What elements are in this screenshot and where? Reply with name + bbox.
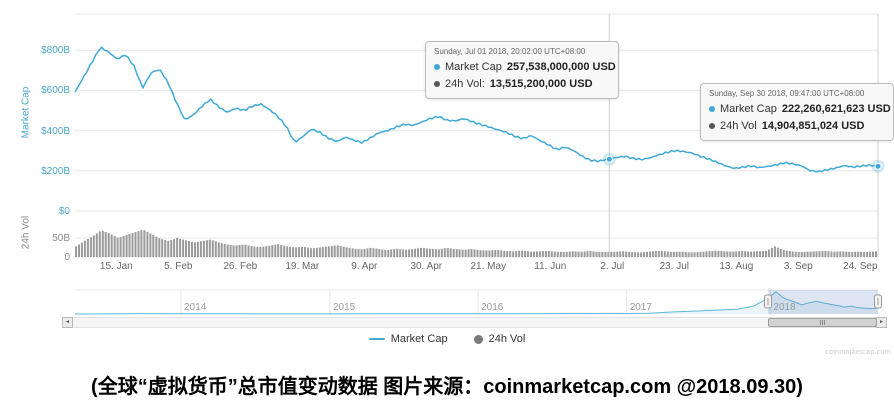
market-cap-tick-label: $200B	[41, 165, 70, 177]
tooltip-date: Sunday, Sep 30 2018, 09:47:00 UTC+08:00	[709, 89, 865, 98]
volume-tick-label: 50B	[52, 233, 70, 244]
chart-plot-area[interactable]	[0, 0, 894, 330]
x-axis-tick-label: 2. Jul	[600, 261, 625, 272]
tooltip-series-value: 222,260,621,623 USD	[781, 103, 891, 115]
market-cap-axis-title: Market Cap	[20, 86, 32, 139]
navigator-area	[75, 291, 878, 314]
legend-item-market-cap[interactable]: Market Cap	[368, 333, 448, 345]
watermark: coinmarketcap.com	[825, 349, 891, 356]
tooltip-series-name: 24h Vol:	[445, 77, 485, 90]
x-axis-tick-label: 11. Jun	[534, 261, 567, 272]
navigator-line	[74, 291, 879, 315]
navigator-year-label: 2014	[184, 302, 207, 313]
tooltip-marketcap-row: Market Cap 257,538,000,000 USD	[434, 59, 616, 76]
tooltip-series-name: Market Cap	[720, 103, 777, 115]
market-cap-tick-label: $400B	[41, 125, 70, 137]
line-marker-icon	[368, 338, 385, 340]
volume-dot-icon	[709, 122, 715, 129]
x-axis-tick-label: 13. Aug	[719, 261, 754, 272]
x-axis-tick-label: 23. Jul	[659, 261, 690, 272]
tooltip-series-name: Market Cap	[445, 61, 502, 73]
tooltip-series-value: 257,538,000,000 USD	[506, 61, 616, 73]
tooltip-volume-row: 24h Vol 14,904,851,024 USD	[709, 118, 885, 135]
x-axis-tick-label: 30. Apr	[410, 261, 443, 272]
circle-marker-icon	[473, 334, 483, 344]
legend-item-24h-vol[interactable]: 24h Vol	[473, 333, 526, 345]
x-axis-tick-label: 21. May	[470, 261, 507, 272]
tooltip-sep30: Sunday, Sep 30 2018, 09:47:00 UTC+08:00 …	[700, 83, 894, 141]
tooltip-date: Sunday, Jul 01 2018, 20:02:00 UTC+08:00	[434, 47, 586, 56]
x-axis-tick-label: 26. Feb	[223, 261, 258, 272]
x-axis-tick-label: 24. Sep	[843, 261, 878, 272]
scrollbar-track[interactable]	[73, 317, 877, 328]
legend-label: Market Cap	[390, 333, 448, 345]
tooltip-series-name: 24h Vol	[720, 119, 757, 132]
x-axis-tick-label: 19. Mar	[285, 261, 320, 272]
market-cap-dot-icon	[709, 106, 715, 113]
navigator-scrollbar[interactable]: ◄ ►	[62, 317, 887, 328]
navigator-year-label: 2015	[333, 302, 356, 313]
scrollbar-right-arrow-icon[interactable]: ►	[876, 317, 887, 328]
market-cap-line	[74, 46, 879, 173]
market-cap-dot-icon	[434, 64, 440, 71]
caption: (全球“虚拟货币”总市值变动数据 图片来源：coinmarketcap.com …	[91, 376, 803, 398]
tooltip-marketcap-row: Market Cap 222,260,621,623 USD	[709, 101, 891, 118]
x-axis-tick-label: 9. Apr	[351, 261, 378, 272]
navigator-handle-right[interactable]	[874, 294, 882, 309]
tooltip-jul01: Sunday, Jul 01 2018, 20:02:00 UTC+08:00 …	[425, 41, 619, 99]
market-cap-tick-label: $600B	[41, 85, 70, 97]
tooltip-volume-row: 24h Vol: 13,515,200,000 USD	[434, 76, 610, 93]
scrollbar-thumb[interactable]	[768, 318, 877, 327]
volume-bars	[75, 230, 877, 257]
market-cap-tick-label: $800B	[41, 45, 70, 57]
navigator-selection[interactable]	[768, 290, 878, 314]
chart-legend: Market Cap 24h Vol	[0, 333, 894, 345]
volume-tick-label: 0	[64, 252, 70, 263]
tooltip-series-value: 14,904,851,024 USD	[761, 119, 865, 132]
tooltip-series-value: 13,515,200,000 USD	[489, 77, 593, 90]
navigator-handle-left[interactable]	[764, 294, 772, 309]
navigator-year-label: 2016	[481, 302, 504, 313]
scrollbar-left-arrow-icon[interactable]: ◄	[62, 317, 73, 328]
market-cap-tick-label: $0	[58, 206, 70, 217]
navigator-year-label: 2018	[773, 302, 796, 313]
x-axis-tick-label: 5. Feb	[164, 261, 193, 272]
navigator-year-label: 2017	[629, 302, 652, 313]
volume-dot-icon	[434, 80, 440, 87]
x-axis-tick-label: 15. Jan	[99, 261, 133, 272]
highlight-marker	[605, 155, 613, 163]
legend-label: 24h Vol	[488, 333, 526, 345]
x-axis-tick-label: 3. Sep	[783, 261, 813, 272]
highlight-marker	[874, 162, 882, 170]
scrollbar-grip-icon	[822, 320, 823, 325]
